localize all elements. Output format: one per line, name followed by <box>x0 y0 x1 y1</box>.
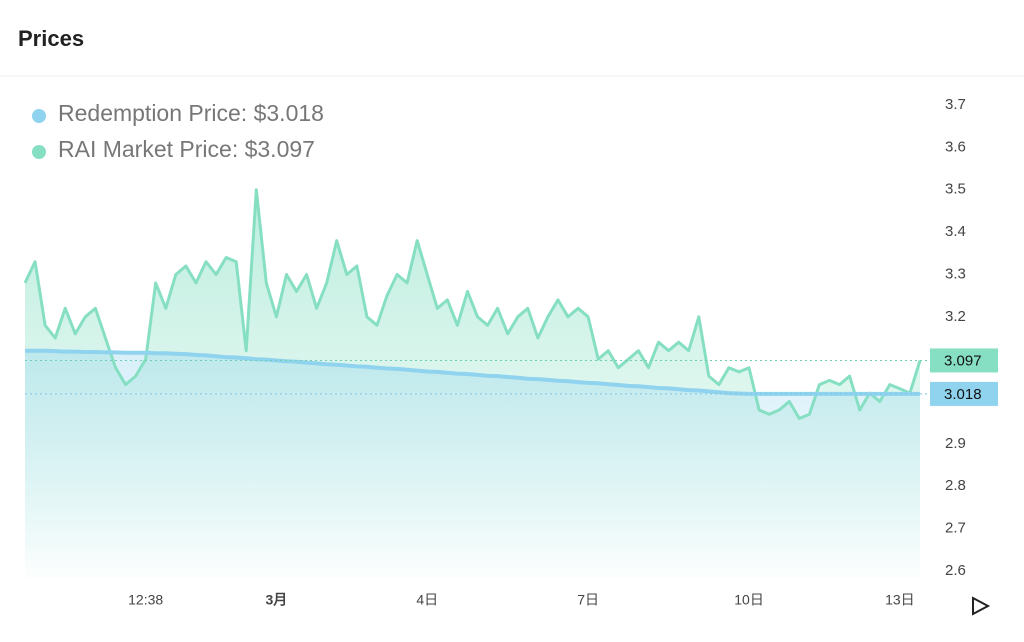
y-tick-label: 3.3 <box>945 265 966 282</box>
series-line <box>23 188 922 420</box>
y-tick-label: 2.9 <box>945 435 966 452</box>
last-value-tag <box>930 381 998 406</box>
y-tick-label: 3.2 <box>945 308 966 325</box>
y-tick-label: 2.8 <box>945 477 966 494</box>
area <box>25 350 920 578</box>
legend-dot <box>32 145 46 159</box>
y-tick-label: 3.6 <box>945 138 966 155</box>
x-tick-label: 13日 <box>885 592 915 608</box>
x-tick-label: 12:38 <box>128 592 163 608</box>
y-tick-label: 3.4 <box>945 223 966 240</box>
y-tick-label: 3.7 <box>945 96 966 113</box>
y-tick-label: 2.7 <box>945 520 966 537</box>
x-tick-label: 4日 <box>416 592 438 608</box>
y-tick-label: 3.5 <box>945 181 966 198</box>
last-value-tag <box>930 348 998 373</box>
x-tick-label: 10日 <box>734 592 764 608</box>
card-title: Prices <box>18 26 84 51</box>
y-tick-label: 2.6 <box>945 562 966 579</box>
legend-label: Redemption Price: $3.018 <box>58 100 324 126</box>
x-tick-label: 7日 <box>577 592 599 608</box>
play-button[interactable] <box>972 596 991 616</box>
x-tick-label: 3月 <box>266 592 288 608</box>
last-value-label: 3.018 <box>944 386 982 403</box>
last-value-label: 3.097 <box>944 352 982 369</box>
legend-label: RAI Market Price: $3.097 <box>58 136 315 162</box>
legend-dot <box>32 109 46 123</box>
